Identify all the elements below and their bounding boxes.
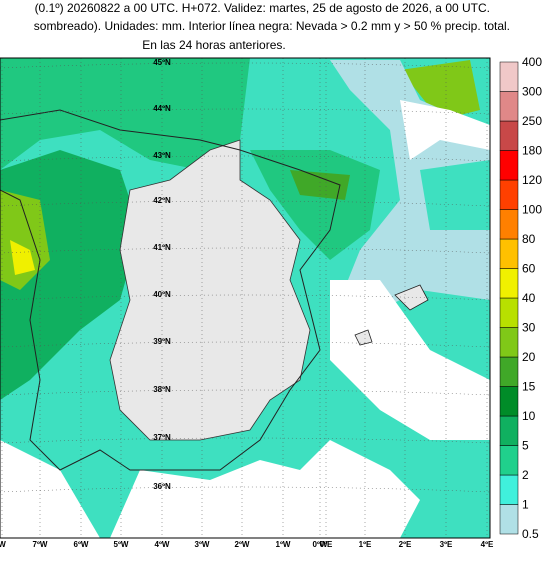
legend-swatch bbox=[499, 386, 519, 417]
legend-label: 80 bbox=[522, 232, 536, 246]
legend-swatch bbox=[499, 91, 519, 122]
latitude-label: 40ºN bbox=[153, 290, 171, 299]
legend-swatch bbox=[499, 445, 519, 476]
latitude-label: 43ºN bbox=[153, 151, 171, 160]
legend-swatch bbox=[499, 268, 519, 299]
header-line: En las 24 horas anteriores. bbox=[142, 38, 285, 52]
header-line: sombreado). Unidades: mm. Interior línea… bbox=[34, 19, 510, 33]
latitude-label: 36ºN bbox=[153, 482, 171, 491]
legend-label: 180 bbox=[522, 144, 542, 158]
header-line: (0.1º) 20260822 a 00 UTC. H+072. Validez… bbox=[35, 1, 490, 15]
legend-swatch bbox=[499, 120, 519, 151]
longitude-label: W bbox=[0, 540, 6, 549]
longitude-label: 1ºW bbox=[276, 540, 291, 549]
latitude-label: 42ºN bbox=[153, 196, 171, 205]
longitude-label: 3ºW bbox=[195, 540, 210, 549]
latitude-label: 38ºN bbox=[153, 385, 171, 394]
legend-swatch bbox=[499, 415, 519, 446]
legend-label: 10 bbox=[522, 409, 536, 423]
legend-swatch bbox=[499, 327, 519, 358]
legend-label: 30 bbox=[522, 321, 536, 335]
legend-swatch bbox=[499, 179, 519, 210]
legend-swatch bbox=[499, 238, 519, 269]
longitude-label: 2ºE bbox=[399, 540, 412, 549]
legend-label: 250 bbox=[522, 114, 542, 128]
longitude-label: 2ºW bbox=[235, 540, 250, 549]
legend-swatch bbox=[499, 504, 519, 535]
legend-swatch bbox=[499, 150, 519, 181]
latitude-label: 41ºN bbox=[153, 243, 171, 252]
longitude-label: 4ºE bbox=[481, 540, 494, 549]
legend-swatch bbox=[499, 209, 519, 240]
legend-label: 2 bbox=[522, 468, 529, 482]
legend-swatch bbox=[499, 61, 519, 92]
longitude-label: 5ºW bbox=[114, 540, 129, 549]
legend-label: 20 bbox=[522, 350, 536, 364]
map bbox=[0, 58, 490, 538]
legend-label: 120 bbox=[522, 173, 542, 187]
longitude-label: 1ºE bbox=[359, 540, 372, 549]
legend-label: 60 bbox=[522, 262, 536, 276]
legend-label: 300 bbox=[522, 85, 542, 99]
map-frame bbox=[0, 57, 491, 539]
longitude-label: 0ºW bbox=[313, 540, 328, 549]
legend-swatch bbox=[499, 474, 519, 505]
legend-swatch bbox=[499, 356, 519, 387]
latitude-label: 39ºN bbox=[153, 337, 171, 346]
longitude-label: 3ºE bbox=[440, 540, 453, 549]
latitude-label: 44ºN bbox=[153, 104, 171, 113]
legend-label: 1 bbox=[522, 498, 529, 512]
longitude-label: 4ºW bbox=[155, 540, 170, 549]
legend-label: 15 bbox=[522, 380, 536, 394]
legend-label: 40 bbox=[522, 291, 536, 305]
latitude-label: 37ºN bbox=[153, 433, 171, 442]
longitude-label: 6ºW bbox=[74, 540, 89, 549]
legend-label: 100 bbox=[522, 203, 542, 217]
legend-label: 5 bbox=[522, 439, 529, 453]
longitude-label: 0ºE bbox=[320, 540, 333, 549]
longitude-label: 7ºW bbox=[33, 540, 48, 549]
legend-swatch bbox=[499, 297, 519, 328]
latitude-label: 45ºN bbox=[153, 58, 171, 67]
legend-label: 400 bbox=[522, 55, 542, 69]
legend-label: 0.5 bbox=[522, 527, 539, 541]
